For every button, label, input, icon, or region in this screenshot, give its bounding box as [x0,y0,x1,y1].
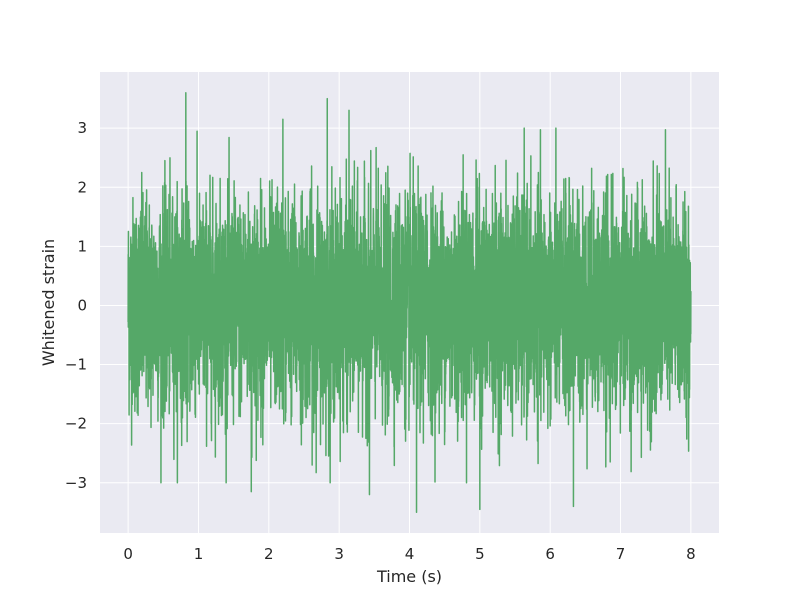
y-tick-labels: −3 −2 −1 0 1 2 3 [65,119,87,492]
x-axis-label: Time (s) [376,567,442,586]
y-axis-label: Whitened strain [39,239,58,366]
y-tick-label: 0 [77,296,87,314]
x-tick-label: 6 [545,545,555,563]
x-tick-label: 4 [405,545,415,563]
x-tick-labels: 0 1 2 3 4 5 6 7 8 [123,545,695,563]
y-tick-label: −1 [65,356,87,374]
x-tick-label: 0 [123,545,133,563]
x-tick-label: 3 [334,545,344,563]
strain-series-line [127,91,692,514]
y-tick-label: 1 [77,237,87,255]
series-group [127,91,692,514]
x-tick-label: 7 [616,545,626,563]
y-tick-label: 2 [77,178,87,196]
x-tick-label: 2 [264,545,274,563]
x-tick-label: 1 [194,545,204,563]
y-tick-label: −3 [65,474,87,492]
y-tick-label: 3 [77,119,87,137]
x-tick-label: 8 [686,545,696,563]
x-tick-label: 5 [475,545,485,563]
y-tick-label: −2 [65,415,87,433]
